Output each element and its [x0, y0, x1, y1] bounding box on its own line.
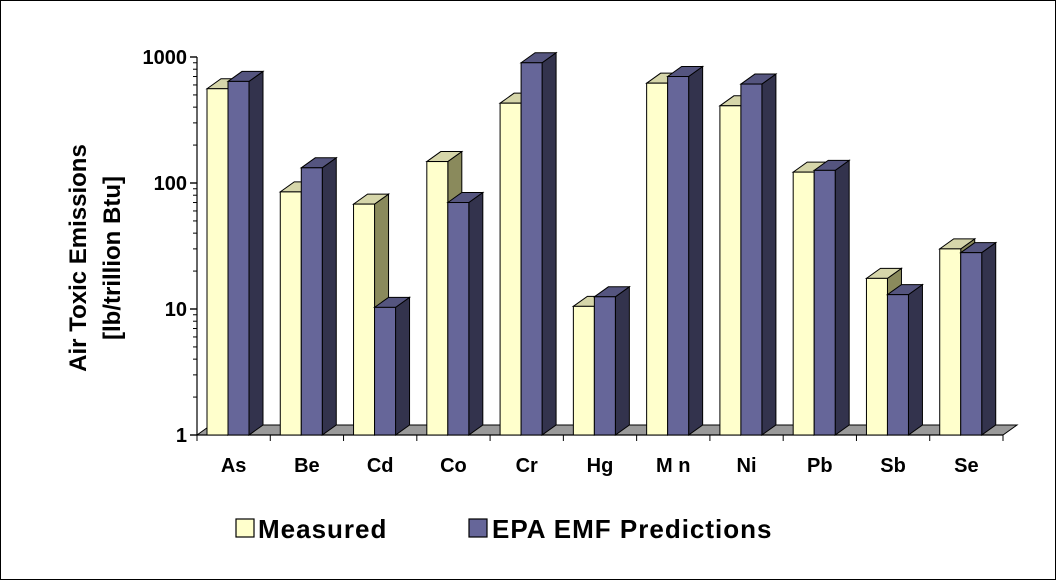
bar-side	[321, 156, 337, 436]
y-axis-title-line-1: Air Toxic Emissions	[65, 144, 92, 372]
bar-side	[468, 191, 484, 436]
bar-front	[865, 277, 888, 436]
bar-side	[981, 241, 997, 436]
bar-front	[300, 167, 323, 436]
bar-cr-epa-emf-predictions	[519, 51, 558, 436]
x-tick-label-se: Se	[954, 455, 978, 477]
bar-front	[499, 102, 522, 436]
bar-side	[907, 283, 923, 436]
y-axis: 1 10 100 1000	[143, 47, 198, 447]
y-tick-label: 1000	[143, 47, 188, 69]
bar-front	[279, 191, 302, 436]
bar-sb-epa-emf-predictions	[885, 283, 925, 436]
bar-front	[740, 83, 763, 436]
x-tick-label-ni: Ni	[737, 455, 757, 477]
bar-front	[719, 105, 742, 436]
legend-label-measured: Measured	[258, 514, 387, 544]
bar-front	[667, 76, 690, 436]
x-tick-label-cr: Cr	[516, 455, 538, 477]
legend-label-epa-emf-predictions: EPA EMF Predictions	[492, 514, 773, 544]
bar-front	[227, 80, 250, 436]
bar-side	[761, 73, 777, 436]
x-tick-label-co: Co	[440, 455, 467, 477]
bar-front	[426, 161, 449, 436]
x-tick-label-pb: Pb	[807, 455, 833, 477]
x-tick-label-m-n: M n	[656, 455, 690, 477]
bar-front	[792, 171, 815, 436]
y-axis-title-line-2: [lb/trillion Btu]	[99, 176, 126, 340]
bar-front	[960, 252, 983, 436]
x-tick-label-cd: Cd	[367, 455, 394, 477]
bar-front	[447, 202, 470, 436]
legend-item-epa-emf-predictions: EPA EMF Predictions	[468, 514, 773, 544]
y-tick-label: 10	[165, 299, 187, 321]
legend: Measured EPA EMF Predictions	[235, 514, 773, 544]
bar-front	[572, 305, 595, 436]
bar-front	[353, 203, 376, 436]
bar-side	[834, 159, 850, 436]
bar-side	[248, 70, 264, 436]
bar-se-epa-emf-predictions	[959, 241, 998, 436]
bar-m-n-epa-emf-predictions	[666, 65, 705, 436]
x-tick-label-sb: Sb	[880, 455, 906, 477]
bar-pb-epa-emf-predictions	[812, 159, 851, 436]
y-tick-label: 1	[176, 425, 187, 447]
y-tick-label: 100	[154, 173, 187, 195]
legend-swatch-epa-emf-predictions	[468, 518, 488, 538]
bar-co-epa-emf-predictions	[446, 191, 485, 436]
bar-front	[374, 306, 397, 436]
bar-hg-epa-emf-predictions	[592, 285, 631, 436]
x-tick-label-hg: Hg	[587, 455, 614, 477]
bar-front	[593, 296, 616, 436]
bar-front	[206, 88, 229, 436]
bar-be-epa-emf-predictions	[299, 156, 338, 436]
bar-front	[813, 169, 836, 436]
bar-ni-epa-emf-predictions	[739, 73, 778, 436]
x-tick-label-as: As	[221, 455, 247, 477]
bar-side	[541, 51, 557, 436]
bar-cd-epa-emf-predictions	[372, 296, 412, 436]
legend-item-measured: Measured	[235, 514, 387, 544]
bar-front	[520, 62, 543, 436]
legend-swatch-measured	[235, 518, 255, 538]
bar-front	[886, 294, 909, 436]
bar-side	[614, 285, 630, 436]
bar-as-epa-emf-predictions	[226, 70, 265, 436]
x-tick-label-be: Be	[294, 455, 320, 477]
bar-front	[939, 248, 962, 436]
bar-front	[646, 82, 669, 436]
bar-side	[395, 296, 411, 436]
bar-side	[688, 65, 704, 436]
bars	[205, 51, 998, 436]
x-axis-labels: As Be Cd Co Cr Hg M n Ni Pb Sb Se	[221, 455, 979, 477]
y-axis-unit: [lb/trillion Btu]	[99, 176, 126, 340]
y-axis-title: Air Toxic Emissions	[65, 144, 92, 372]
